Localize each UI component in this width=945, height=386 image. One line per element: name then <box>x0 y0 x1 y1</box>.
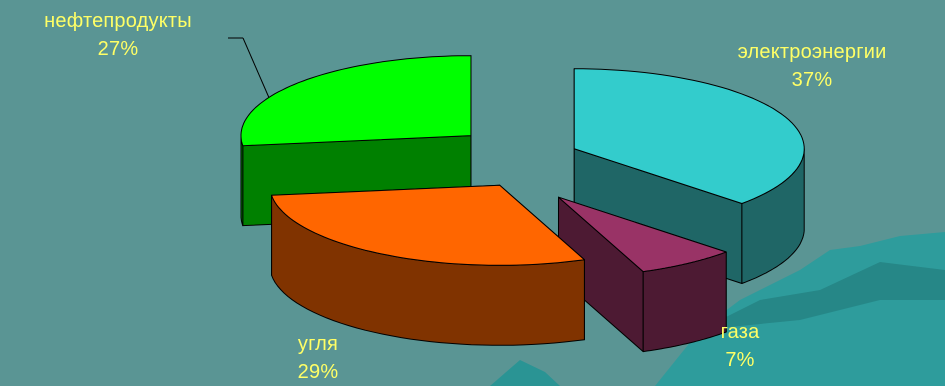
slice-top <box>240 55 472 147</box>
pie-slice-угля <box>271 184 585 346</box>
slice-value: 27% <box>97 38 139 60</box>
slice-name: угля <box>297 333 339 355</box>
slice-top <box>271 184 585 266</box>
slice-value: 37% <box>791 69 833 91</box>
pie-slice-газа <box>557 196 727 353</box>
slice-value: 29% <box>297 361 339 383</box>
slice-top <box>573 68 805 204</box>
slice-wall <box>240 135 244 227</box>
slice-name: нефтепродукты <box>44 10 192 32</box>
label-угля: угля 29% <box>258 330 378 386</box>
background-mountain <box>490 232 945 386</box>
slice-name: электроэнергии <box>737 41 887 63</box>
slice-top <box>557 196 727 273</box>
label-газа: газа 7% <box>690 318 790 374</box>
label-нефтепродукты: нефтепродукты 27% <box>18 7 218 63</box>
slice-value: 7% <box>725 349 755 371</box>
label-электроэнергии: электроэнергии 37% <box>712 38 912 94</box>
slice-name: газа <box>720 321 760 343</box>
leader-line-нефтепродукты-diag <box>242 37 271 101</box>
